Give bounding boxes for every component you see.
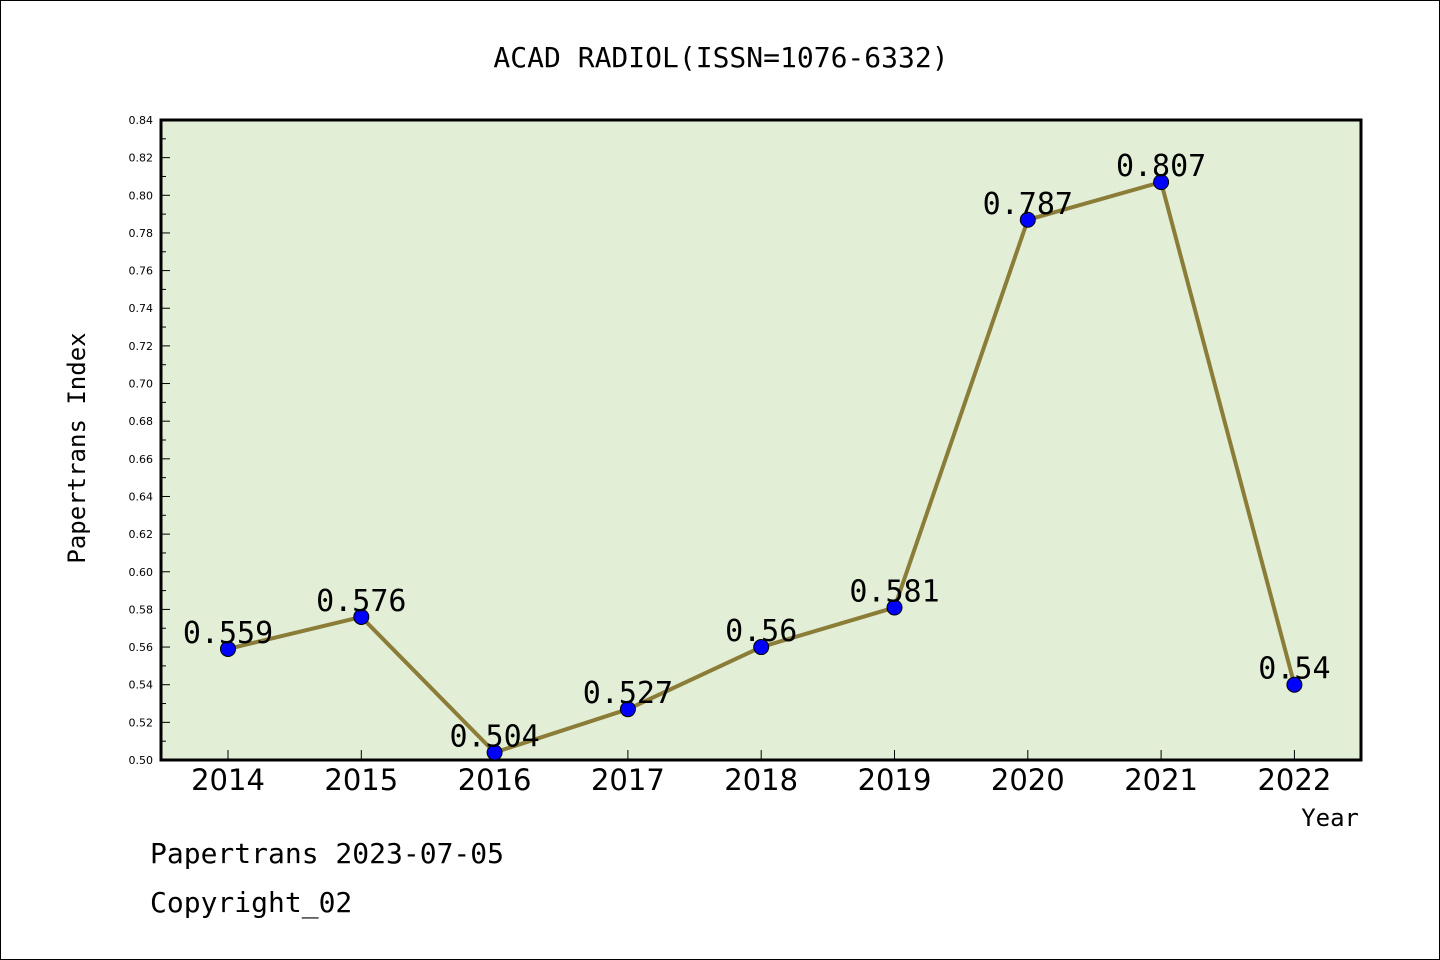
y-tick-label: 0.56: [129, 641, 154, 654]
x-axis-title: Year: [1301, 804, 1359, 832]
y-tick-label: 0.80: [129, 189, 154, 202]
x-tick-label: 2019: [858, 763, 932, 797]
data-point: [619, 701, 636, 718]
data-label: 0.559: [183, 616, 273, 651]
x-tick-label: 2015: [324, 763, 398, 797]
y-tick-label: 0.72: [129, 340, 154, 353]
data-point: [886, 599, 903, 616]
data-label: 0.787: [983, 187, 1073, 222]
data-point: [1286, 676, 1303, 693]
y-tick-label: 0.68: [129, 415, 154, 428]
y-tick-label: 0.54: [129, 679, 154, 692]
y-tick-label: 0.50: [129, 754, 154, 767]
data-label: 0.527: [583, 676, 673, 711]
x-tick-label: 2016: [458, 763, 532, 797]
data-point: [1153, 174, 1170, 191]
data-label: 0.807: [1116, 149, 1206, 184]
series-layer: 0.559 0.576 0.504 0.527 0.56 0.581 0.787 0.807 0…: [183, 149, 1331, 761]
data-label: 0.56: [725, 614, 797, 649]
y-tick-label: 0.82: [129, 152, 154, 165]
data-point: [753, 639, 770, 656]
x-axis-ticks: 2014 2015 2016 2017 2018 2019 2020 2021 2022: [191, 750, 1331, 797]
y-tick-label: 0.84: [129, 114, 154, 127]
y-tick-label: 0.60: [129, 566, 154, 579]
data-point: [1019, 211, 1036, 228]
footer-date-text: Papertrans 2023-07-05: [150, 837, 505, 870]
y-tick-label: 0.58: [129, 603, 154, 616]
data-label: 0.581: [849, 575, 939, 610]
y-tick-label: 0.64: [129, 490, 154, 503]
y-axis-ticks: 0.50 0.52 0.54 0.56 0.58 0.60 0.62 0.64 0.66 0.68…: [129, 114, 170, 767]
x-tick-label: 2018: [724, 763, 798, 797]
data-label: 0.54: [1258, 652, 1330, 687]
data-label: 0.504: [449, 719, 539, 754]
x-tick-label: 2020: [991, 763, 1065, 797]
y-tick-label: 0.78: [129, 227, 154, 240]
y-tick-label: 0.74: [129, 302, 154, 315]
y-tick-label: 0.52: [129, 716, 154, 729]
data-point: [353, 608, 370, 625]
x-tick-label: 2014: [191, 763, 265, 797]
data-point: [486, 744, 503, 761]
y-tick-label: 0.66: [129, 453, 154, 466]
x-tick-label: 2022: [1257, 763, 1331, 797]
y-axis-title: Papertrans Index: [63, 332, 91, 563]
x-tick-label: 2017: [591, 763, 665, 797]
chart-title: ACAD RADIOL(ISSN=1076-6332): [493, 41, 948, 74]
x-tick-label: 2021: [1124, 763, 1198, 797]
data-point: [220, 640, 236, 657]
y-tick-label: 0.76: [129, 265, 154, 278]
footer-copyright-text: Copyright_02: [150, 886, 353, 919]
y-tick-label: 0.62: [129, 528, 154, 541]
data-label: 0.576: [316, 584, 406, 619]
plot-area: [159, 118, 1363, 762]
y-tick-label: 0.70: [129, 378, 154, 391]
